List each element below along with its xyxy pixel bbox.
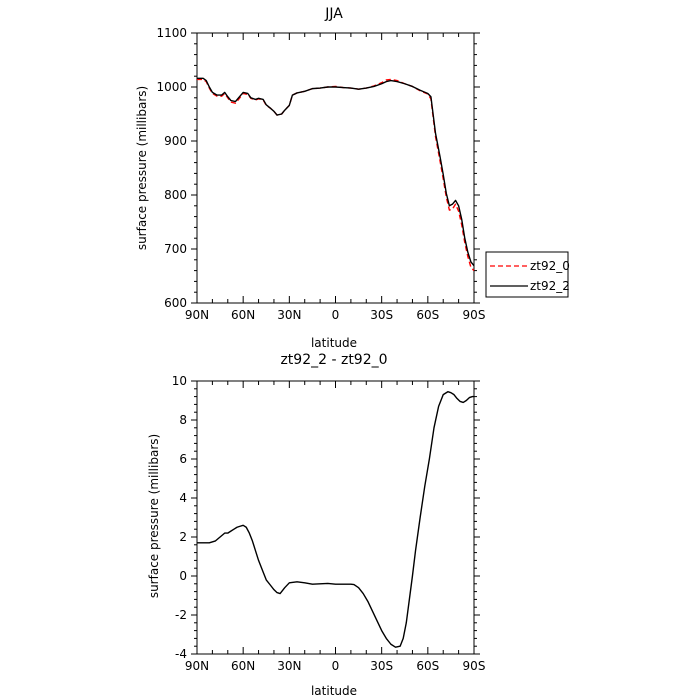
chart-bottom-y-tick-label: 8 xyxy=(179,413,187,427)
chart-bottom-x-tick-label: 30S xyxy=(370,659,393,673)
chart-bottom-x-tick-label: 60N xyxy=(231,659,255,673)
legend-box xyxy=(485,251,569,298)
chart-bottom-x-tick-label: 90S xyxy=(463,659,486,673)
chart-top-x-tick-label: 90S xyxy=(463,308,486,322)
chart-bottom-x-tick-label: 0 xyxy=(332,659,340,673)
chart-top-y-tick-label: 700 xyxy=(164,242,187,256)
chart-top-plot-area: 90N 60N 30N 0 30S 60S 90S 600 700 800 900 1000 1100 xyxy=(156,26,485,322)
chart-top-title: JJA xyxy=(324,6,343,22)
chart-top-x-tick-label: 90N xyxy=(185,308,209,322)
chart-bottom-x-tick-label: 60S xyxy=(416,659,439,673)
chart-bottom-y-tick-label: -4 xyxy=(175,647,187,661)
chart-bottom-y-tick-label: 4 xyxy=(179,491,187,505)
chart-bottom-series-line-0 xyxy=(197,391,474,648)
legend: zt92_0 zt92_2 xyxy=(485,251,570,298)
chart-bottom-y-tick-label: 6 xyxy=(179,452,187,466)
chart-bottom-y-tick-label: 0 xyxy=(179,569,187,583)
chart-bottom-plot-area: 90N 60N 30N 0 30S 60S 90S -4 -2 0 2 4 6 8 10 xyxy=(172,374,486,673)
chart-bottom: zt92_2 - zt92_0 90N 60N 30N 0 30S 60S 90S -4 -2 0… xyxy=(147,352,485,698)
chart-top-y-tick-label: 800 xyxy=(164,188,187,202)
chart-top-x-tick-label: 30N xyxy=(277,308,301,322)
chart-top-series-zt92_2 xyxy=(197,77,475,267)
legend-label-zt92_2: zt92_2 xyxy=(530,279,570,293)
legend-label-zt92_0: zt92_0 xyxy=(530,259,570,273)
chart-top-y-tick-label: 1100 xyxy=(156,26,187,40)
chart-bottom-title: zt92_2 - zt92_0 xyxy=(280,352,387,368)
chart-bottom-x-tick-label: 90N xyxy=(185,659,209,673)
chart-bottom-y-tick-label: -2 xyxy=(175,608,187,622)
chart-top-y-tick-label: 900 xyxy=(164,134,187,148)
chart-bottom-x-axis-title: latitude xyxy=(311,684,357,698)
chart-top-y-tick-label: 600 xyxy=(164,296,187,310)
chart-top: JJA 90N 60N 30N 0 30S 60S 90S 600 700 800 900 1000 1… xyxy=(135,6,485,350)
chart-bottom-y-axis-title: surface pressure (millibars) xyxy=(147,434,161,598)
chart-bottom-frame xyxy=(196,380,475,655)
chart-top-y-tick-label: 1000 xyxy=(156,80,187,94)
chart-top-x-tick-label: 30S xyxy=(370,308,393,322)
chart-bottom-x-tick-label: 30N xyxy=(277,659,301,673)
chart-top-x-tick-label: 0 xyxy=(332,308,340,322)
chart-bottom-y-tick-label: 2 xyxy=(179,530,187,544)
chart-top-y-axis-title: surface pressure (millibars) xyxy=(135,86,149,250)
chart-top-x-tick-label: 60S xyxy=(416,308,439,322)
chart-top-frame xyxy=(196,32,475,304)
chart-top-x-axis-title: latitude xyxy=(311,336,357,350)
chart-top-x-tick-label: 60N xyxy=(231,308,255,322)
chart-bottom-y-tick-label: 10 xyxy=(172,374,187,388)
